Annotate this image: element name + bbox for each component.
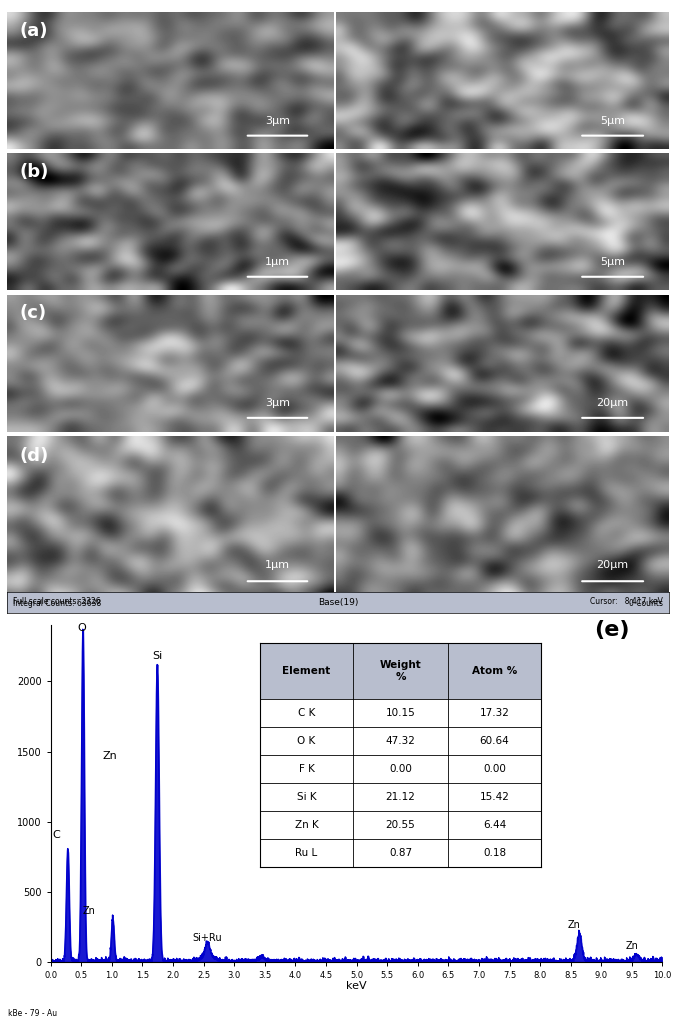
- Bar: [260, 812, 353, 839]
- Text: C: C: [52, 830, 59, 839]
- Text: Si: Si: [152, 651, 162, 661]
- Bar: [260, 643, 353, 699]
- Text: 47.32: 47.32: [385, 736, 416, 746]
- Text: Full scale counts: 2326: Full scale counts: 2326: [14, 597, 101, 607]
- Bar: [260, 727, 353, 755]
- Text: C K: C K: [298, 708, 315, 718]
- Text: Cursor:   8.417 keV: Cursor: 8.417 keV: [589, 597, 662, 607]
- Bar: [448, 699, 541, 727]
- Text: (c): (c): [20, 304, 47, 322]
- Text: 20μm: 20μm: [597, 560, 629, 570]
- Bar: [353, 812, 448, 839]
- Bar: [448, 783, 541, 812]
- Text: Zn: Zn: [567, 921, 580, 930]
- Text: kBe - 79 - Au: kBe - 79 - Au: [8, 1009, 57, 1019]
- Text: Zn: Zn: [82, 905, 96, 916]
- Bar: [353, 839, 448, 867]
- Text: Zn: Zn: [102, 751, 117, 761]
- Text: 17.32: 17.32: [479, 708, 510, 718]
- Bar: [353, 699, 448, 727]
- Text: Weight
%: Weight %: [380, 660, 421, 682]
- Bar: [448, 812, 541, 839]
- Bar: [353, 727, 448, 755]
- Text: 0 Counts: 0 Counts: [629, 598, 662, 608]
- Bar: [448, 839, 541, 867]
- Bar: [260, 699, 353, 727]
- Text: Zn K: Zn K: [295, 820, 318, 830]
- Bar: [353, 783, 448, 812]
- Text: 0.87: 0.87: [389, 849, 412, 858]
- Text: F K: F K: [299, 764, 314, 774]
- Text: 0.00: 0.00: [389, 764, 412, 774]
- Text: (d): (d): [20, 447, 49, 465]
- Bar: [448, 643, 541, 699]
- Bar: [260, 755, 353, 783]
- Text: O: O: [77, 623, 86, 632]
- Bar: [353, 643, 448, 699]
- Text: Zn: Zn: [625, 941, 638, 952]
- Text: 3μm: 3μm: [265, 116, 290, 126]
- Text: 20.55: 20.55: [385, 820, 416, 830]
- Text: 60.64: 60.64: [480, 736, 510, 746]
- Text: 0.00: 0.00: [483, 764, 506, 774]
- Text: Integral Counts: 63638: Integral Counts: 63638: [14, 598, 101, 608]
- Text: 0.18: 0.18: [483, 849, 506, 858]
- Text: 10.15: 10.15: [385, 708, 416, 718]
- Text: (b): (b): [20, 163, 49, 181]
- Bar: [260, 839, 353, 867]
- Text: 20μm: 20μm: [597, 399, 629, 408]
- Text: O K: O K: [297, 736, 316, 746]
- Text: Si K: Si K: [297, 792, 316, 802]
- Text: 5μm: 5μm: [600, 258, 625, 267]
- Bar: [448, 755, 541, 783]
- Text: 5μm: 5μm: [600, 116, 625, 126]
- Text: (e): (e): [594, 620, 629, 640]
- Bar: [353, 755, 448, 783]
- Text: 1μm: 1μm: [265, 560, 290, 570]
- X-axis label: keV: keV: [346, 982, 367, 992]
- Text: 3μm: 3μm: [265, 399, 290, 408]
- Text: Atom %: Atom %: [472, 665, 517, 676]
- Text: 6.44: 6.44: [483, 820, 506, 830]
- Bar: [448, 727, 541, 755]
- Bar: [260, 783, 353, 812]
- Text: Ru L: Ru L: [295, 849, 318, 858]
- Text: 1μm: 1μm: [265, 258, 290, 267]
- Text: Base(19): Base(19): [318, 598, 358, 607]
- Text: 15.42: 15.42: [479, 792, 510, 802]
- Text: Si+Ru: Si+Ru: [193, 933, 222, 943]
- Text: (a): (a): [20, 22, 48, 40]
- Text: Element: Element: [283, 665, 331, 676]
- Text: 21.12: 21.12: [385, 792, 416, 802]
